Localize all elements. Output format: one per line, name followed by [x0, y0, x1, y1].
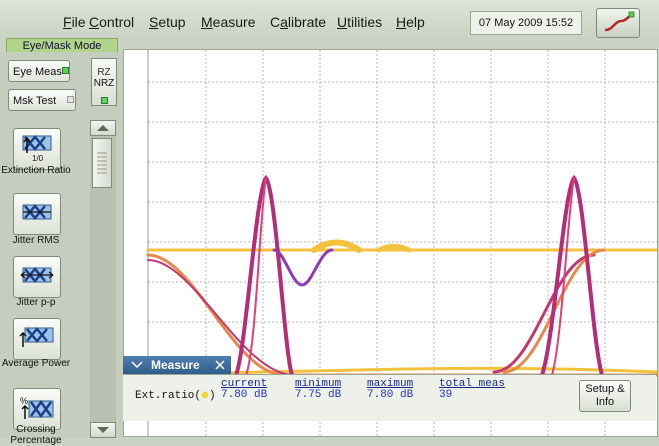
- nrz-led-icon: [101, 97, 108, 104]
- menu-file-mnemonic: F: [63, 14, 72, 30]
- eye-meas-label: Eye Meas: [13, 66, 62, 78]
- menu-utilities-label: tilities: [347, 14, 383, 30]
- menu-setup-mnemonic: S: [149, 14, 159, 30]
- jitter-rms-button[interactable]: [13, 193, 61, 235]
- instrument-logo-button[interactable]: [596, 8, 640, 38]
- collapse-chevron-icon[interactable]: [129, 356, 145, 374]
- menu-calibrate[interactable]: Calibrate: [270, 14, 326, 30]
- average-power-button[interactable]: [13, 318, 61, 360]
- eye-diagram-graph: [142, 50, 659, 436]
- menu-file[interactable]: File: [63, 14, 86, 30]
- average-power-label: Average Power: [1, 358, 71, 369]
- average-power-icon: [19, 327, 54, 347]
- chevron-down-icon: [97, 427, 109, 433]
- close-icon[interactable]: [213, 358, 227, 372]
- menu-setup[interactable]: Setup: [149, 14, 186, 30]
- menu-bar: File Control Setup Measure Calibrate Uti…: [0, 0, 659, 38]
- chevron-up-icon: [97, 125, 109, 131]
- menu-help-mnemonic: H: [396, 14, 407, 30]
- graticule: [147, 50, 657, 436]
- extinction-ratio-label: Extinction Ratio: [1, 165, 71, 176]
- svg-text:%: %: [20, 396, 28, 406]
- mask-test-led-icon: [67, 96, 74, 103]
- header-maximum: maximum: [367, 378, 414, 390]
- value-maximum: 7.80 dB: [367, 389, 414, 401]
- menu-file-label: ile: [71, 14, 86, 30]
- mask-test-button[interactable]: Msk Test: [8, 89, 76, 111]
- jitter-pp-label: Jitter p-p: [16, 297, 56, 308]
- measure-tab[interactable]: Measure: [123, 356, 231, 374]
- crossing-percentage-button[interactable]: %: [13, 388, 61, 430]
- extinction-ratio-icon: 1/0: [22, 135, 52, 163]
- channel-indicator-icon: [201, 391, 209, 399]
- grip-lines-icon: [97, 152, 107, 174]
- scroll-down-button[interactable]: [90, 422, 116, 438]
- rz-label: RZ: [97, 67, 111, 78]
- waveform-logo-icon: [604, 11, 635, 32]
- nrz-label: NRZ: [93, 78, 115, 89]
- menu-control-label: ontrol: [99, 14, 135, 30]
- crossing-percentage-label: Crossing Percentage: [10, 424, 62, 446]
- menu-setup-label: etup: [158, 14, 186, 30]
- jitter-pp-icon: [20, 267, 54, 283]
- eye-meas-led-icon: [62, 67, 69, 74]
- rz-nrz-toggle[interactable]: RZ NRZ: [91, 58, 117, 106]
- datetime-display: 07 May 2009 15:52: [470, 11, 582, 35]
- mask-test-label: Msk Test: [13, 95, 57, 107]
- measurement-name: Ext.ratio(): [135, 390, 216, 402]
- value-current: 7.80 dB: [221, 389, 268, 401]
- menu-control[interactable]: Control: [89, 14, 134, 30]
- setup-info-button[interactable]: Setup & Info: [579, 380, 631, 412]
- setup-info-label: Setup & Info: [585, 383, 625, 408]
- svg-text:1/0: 1/0: [32, 154, 44, 163]
- crossing-percentage-icon: %: [20, 396, 54, 419]
- eye-meas-button[interactable]: Eye Meas: [8, 60, 70, 82]
- jitter-pp-button[interactable]: [13, 256, 61, 298]
- scroll-up-button[interactable]: [90, 120, 116, 136]
- menu-measure-label: easure: [212, 14, 256, 30]
- jitter-rms-icon: [22, 204, 52, 220]
- header-current: current: [221, 378, 268, 390]
- tool-scrollbar[interactable]: [90, 120, 116, 438]
- measure-tab-title: Measure: [151, 358, 200, 372]
- menu-utilities-mnemonic: U: [337, 14, 348, 30]
- menu-utilities[interactable]: Utilities: [337, 14, 382, 30]
- menu-control-mnemonic: C: [89, 14, 100, 30]
- menu-calibrate-mnemonic: Ca: [270, 14, 288, 30]
- header-total-meas: total meas: [439, 378, 506, 390]
- menu-measure[interactable]: Measure: [201, 14, 255, 30]
- extinction-ratio-button[interactable]: 1/0: [13, 128, 61, 170]
- measure-panel: Measure Ext.ratio() current minimum maxi…: [123, 356, 656, 438]
- menu-calibrate-label: librate: [287, 14, 327, 30]
- measurement-name-text: Ext.ratio(: [135, 390, 202, 402]
- eye-traces: [142, 174, 659, 377]
- menu-help[interactable]: Help: [396, 14, 425, 30]
- value-minimum: 7.75 dB: [295, 389, 342, 401]
- value-total-meas: 39: [439, 389, 453, 401]
- measurement-name-end: ): [209, 390, 216, 402]
- jitter-rms-label: Jitter RMS: [12, 235, 60, 246]
- header-minimum: minimum: [295, 378, 342, 390]
- scroll-thumb[interactable]: [92, 138, 112, 188]
- menu-help-label: elp: [406, 14, 425, 30]
- measure-results: Ext.ratio() current minimum maximum tota…: [123, 374, 656, 421]
- menu-measure-mnemonic: M: [201, 14, 213, 30]
